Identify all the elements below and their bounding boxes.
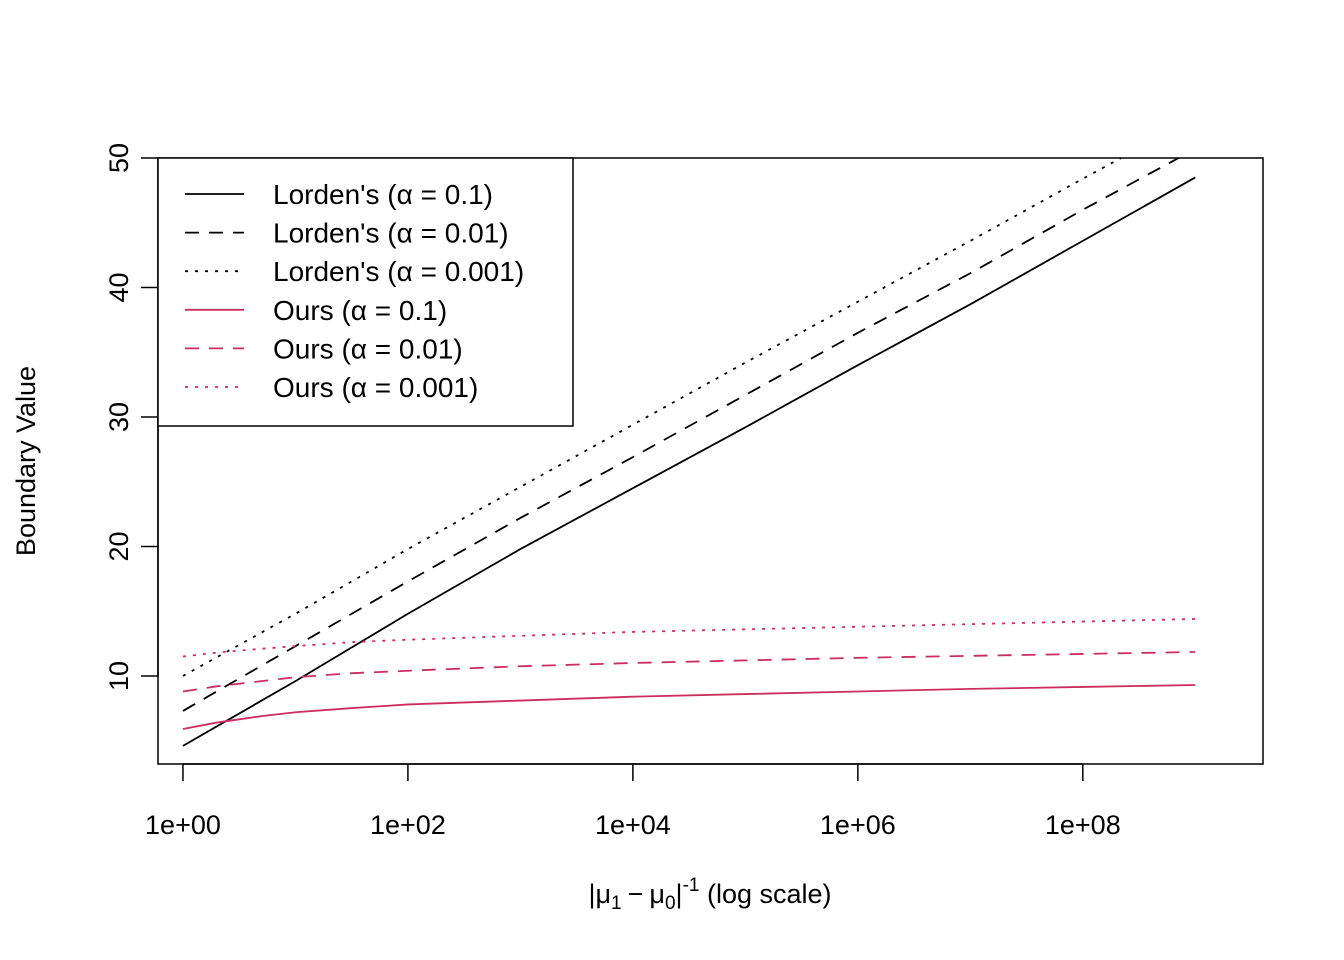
- x-tick-label: 1e+08: [1045, 810, 1121, 840]
- legend-label-6: Ours (α = 0.001): [273, 372, 478, 403]
- series-line-1: [182, 176, 1196, 747]
- legend-label-2: Lorden's (α = 0.01): [273, 218, 509, 249]
- y-axis-title: Boundary Value: [11, 366, 41, 556]
- y-tick-label: 30: [104, 402, 134, 432]
- legend-entries: Lorden's (α = 0.1) Lorden's (α = 0.01) Lor…: [185, 179, 524, 403]
- y-tick-label: 40: [104, 272, 134, 302]
- legend-label-3: Lorden's (α = 0.001): [273, 256, 524, 287]
- x-tick-label: 1e+00: [145, 810, 221, 840]
- legend-label-4: Ours (α = 0.1): [273, 295, 447, 326]
- series-line-2: [182, 158, 1181, 712]
- x-axis-title: |μ1− μ0|-1 (log scale): [588, 875, 831, 914]
- legend-label-1: Lorden's (α = 0.1): [273, 179, 493, 210]
- x-tick-label: 1e+06: [820, 810, 896, 840]
- series-line-5: [182, 651, 1196, 693]
- y-axis: 10 20 30 40 50: [104, 143, 159, 691]
- legend-label-5: Ours (α = 0.01): [273, 333, 463, 364]
- legend-box: [157, 157, 574, 427]
- y-tick-label: 20: [104, 531, 134, 561]
- y-tick-label: 50: [104, 143, 134, 173]
- series-line-4: [182, 684, 1196, 730]
- series-line-6: [182, 618, 1196, 658]
- plot-series-layer: [182, 158, 1196, 747]
- legend: Lorden's (α = 0.1) Lorden's (α = 0.01) Lor…: [157, 157, 574, 427]
- y-tick-label: 10: [104, 661, 134, 691]
- x-tick-label: 1e+04: [595, 810, 671, 840]
- x-axis: 1e+00 1e+02 1e+04 1e+06 1e+08: [145, 763, 1121, 840]
- x-tick-label: 1e+02: [370, 810, 446, 840]
